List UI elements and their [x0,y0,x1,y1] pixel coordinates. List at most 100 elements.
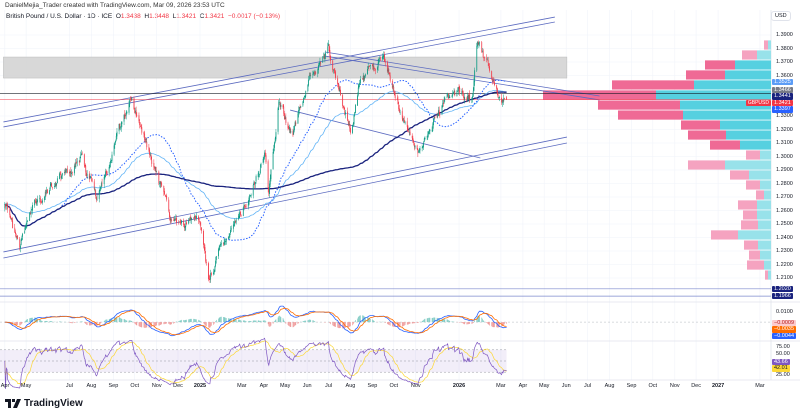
candle-body [208,263,209,280]
candle-body [150,154,152,160]
candle-body [69,171,70,174]
change-value: −0.0017 (−0.13%) [227,13,281,20]
candle-body [424,137,426,139]
candle-body [10,215,11,219]
candle-body [91,177,92,179]
candle-body [457,87,459,92]
candle-body [205,262,207,263]
candle-body [6,204,8,206]
candle-body [323,56,325,59]
candle-body [39,198,41,200]
time-axis-label: Apr [259,383,269,389]
candle-body [476,45,478,71]
candle-body [264,152,265,158]
candle-body [458,86,460,89]
candle-body [214,266,216,272]
candle-body [198,216,199,221]
candle-body [165,195,167,197]
candle-body [334,69,336,72]
volume-profile-down-bar [747,260,764,270]
candle-body [249,194,251,198]
candle-body [60,174,62,179]
candle-body [178,221,180,223]
time-axis-label: Aug [345,383,356,389]
volume-profile-down-bar [738,200,757,210]
volume-profile-down-bar [598,100,680,110]
candle-body [447,93,449,99]
candle-body [120,123,122,129]
candle-body [290,131,292,133]
candle-body [245,206,246,208]
candle-body [254,182,256,185]
time-axis-label: 2027 [711,383,725,389]
candle-body [250,194,252,197]
time-axis-label: 2025 [193,383,207,389]
currency-button[interactable]: USD [771,11,791,21]
candle-body [26,220,28,225]
candle-body [111,154,113,161]
candle-body [369,65,371,67]
candle-body [491,71,493,79]
candle-body [238,215,240,218]
candle-body [108,167,110,174]
candle-body [299,106,301,109]
candle-body [431,130,433,131]
candle-body [446,96,448,98]
volume-profile-down-bar [730,170,749,180]
candle-body [279,101,280,103]
candle-body [429,130,431,132]
candle-body [349,124,351,129]
candle-body [471,98,473,100]
candle-body [304,95,306,97]
candle-body [259,174,261,175]
candle-body [240,215,242,216]
volume-profile-up-bar [768,40,771,50]
candle-body [116,131,118,137]
candle-body [25,226,26,231]
candle-body [30,210,32,215]
candle-body [95,196,97,200]
candle-body [328,43,329,46]
candle-body [105,171,107,177]
trendline [290,109,481,159]
candle-body [115,136,117,141]
candle-body [384,54,385,62]
candle-body [467,95,468,100]
time-axis-label: Sep [108,383,119,389]
candle-body [176,218,177,223]
candle-body [228,236,230,238]
candle-body [225,238,227,242]
time-axis-label: Jun [561,383,571,389]
candle-body [66,168,68,173]
candle-body [394,91,395,96]
candle-body [89,177,91,179]
price-axis-label: 1.2900 [776,167,793,173]
trendline [3,142,567,259]
candle-body [373,66,375,69]
candle-body [428,131,430,133]
candle-body [164,191,165,195]
time-axis-label: Oct [389,383,399,389]
tradingview-logo[interactable]: TradingView [5,398,83,409]
candle-body [388,68,390,73]
candle-body [252,184,254,196]
candle-body [264,152,266,155]
candle-body [473,81,475,91]
candle-body [213,271,215,274]
volume-profile-up-bar [764,260,771,270]
candle-body [118,123,120,132]
candle-body [168,199,170,211]
volume-profile-down-bar [543,90,656,100]
candle-body [487,59,488,61]
candle-body [289,126,290,131]
candle-body [119,123,121,129]
symbol-legend[interactable]: British Pound / U.S. Dollar · 1D · ICE O… [6,13,280,20]
candle-body [141,127,143,133]
candle-body [362,78,363,80]
volume-profile-down-bar [746,150,760,160]
candle-body [409,131,411,136]
candle-body [314,72,316,74]
candle-body [456,91,458,97]
candle-body [213,272,214,275]
